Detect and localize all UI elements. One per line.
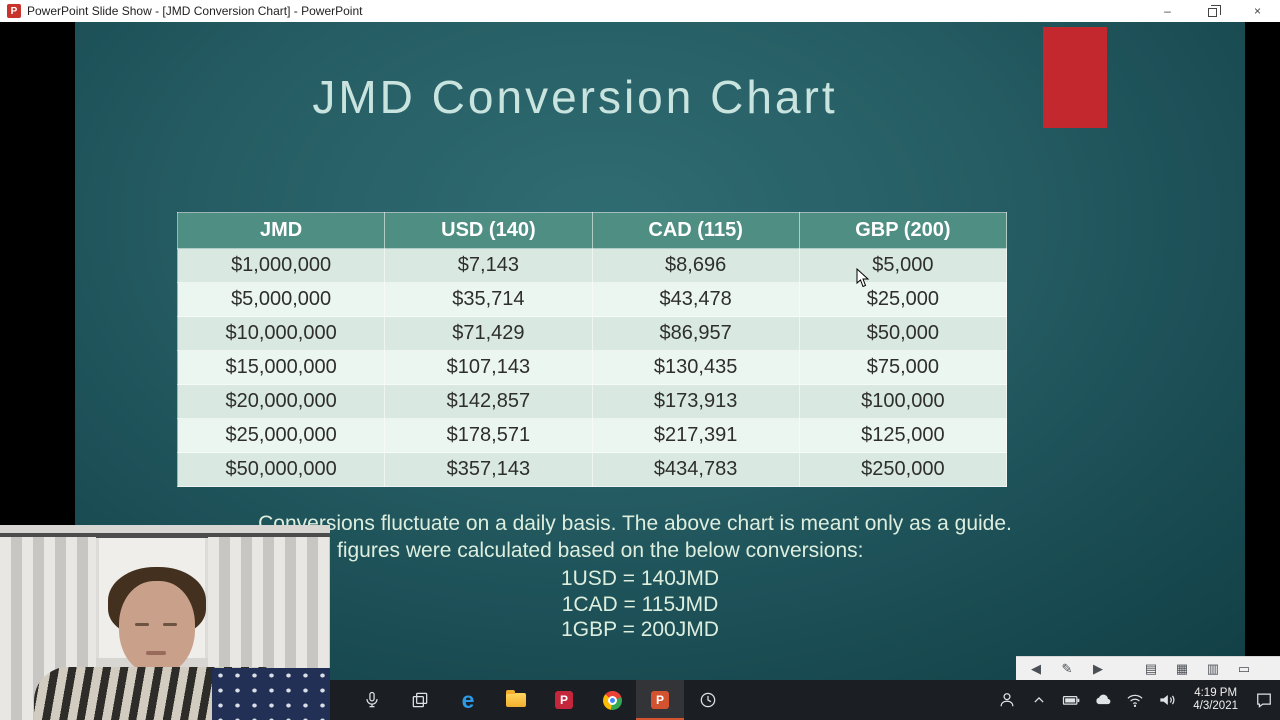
table-row: $15,000,000 $107,143 $130,435 $75,000 <box>176 350 1008 385</box>
table-cell: $5,000,000 <box>176 282 386 317</box>
table-row: $5,000,000 $35,714 $43,478 $25,000 <box>176 282 1008 317</box>
table-cell: $15,000,000 <box>176 350 386 385</box>
table-row: $25,000,000 $178,571 $217,391 $125,000 <box>176 418 1008 453</box>
table-cell: $1,000,000 <box>176 248 386 283</box>
table-cell: $10,000,000 <box>176 316 386 351</box>
table-header-cell: CAD (115) <box>591 212 800 249</box>
table-header-cell: JMD <box>176 212 386 249</box>
table-cell: $178,571 <box>384 418 593 453</box>
restore-icon <box>1208 4 1221 17</box>
powerpoint-pinned-icon[interactable]: P <box>540 680 588 720</box>
table-cell: $5,000 <box>798 248 1008 283</box>
table-cell: $8,696 <box>591 248 800 283</box>
conversion-line: 1USD = 140JMD <box>560 567 720 590</box>
table-cell: $217,391 <box>591 418 800 453</box>
curtain-rod <box>0 533 330 538</box>
notes-line1: Conversions fluctuate on a daily basis. … <box>258 512 1012 535</box>
battery-icon[interactable] <box>1055 680 1087 720</box>
table-cell: $434,783 <box>591 452 800 487</box>
volume-icon[interactable] <box>1151 680 1183 720</box>
slide[interactable]: JMD Conversion Chart JMD USD (140) CAD (11… <box>75 22 1245 680</box>
presenter-face <box>119 581 195 675</box>
taskbar-time: 4:19 PM <box>1194 687 1238 699</box>
see-all-slides-icon[interactable]: ▦ <box>1175 660 1189 676</box>
conversion-line: 1GBP = 200JMD <box>561 618 719 641</box>
slideshow-controls: ◀ ✎ ▶ ▤ ▦ ▥ ▭ <box>1016 656 1280 680</box>
webcam-overlay <box>0 525 330 720</box>
table-cell: $50,000 <box>798 316 1008 351</box>
presenter-eye <box>163 623 177 626</box>
chrome-logo <box>602 690 622 710</box>
powerpoint-active-icon[interactable]: P <box>636 680 684 720</box>
pen-icon[interactable]: ✎ <box>1061 660 1073 676</box>
taskbar-clock[interactable]: 4:19 PM 4/3/2021 <box>1183 687 1248 713</box>
table-body: $1,000,000 $7,143 $8,696 $5,000 $5,000,000 $3… <box>176 248 1008 487</box>
notes-line2: figures were calculated based on the bel… <box>337 539 864 562</box>
slideshow-area: JMD Conversion Chart JMD USD (140) CAD (11… <box>0 22 1280 680</box>
table-cell: $25,000,000 <box>176 418 386 453</box>
system-tray: 4:19 PM 4/3/2021 <box>991 680 1280 720</box>
table-cell: $25,000 <box>798 282 1008 317</box>
table-cell: $100,000 <box>798 384 1008 419</box>
task-view-icon[interactable] <box>396 680 444 720</box>
zoom-icon[interactable]: ▥ <box>1206 660 1220 676</box>
table-header-cell: GBP (200) <box>798 212 1008 249</box>
window-title: PowerPoint Slide Show - [JMD Conversion … <box>27 4 363 18</box>
alarms-clock-app-icon[interactable] <box>684 680 732 720</box>
tray-chevron-up-icon[interactable] <box>1023 680 1055 720</box>
table-cell: $125,000 <box>798 418 1008 453</box>
next-slide-icon[interactable]: ▶ <box>1093 660 1103 676</box>
table-cell: $71,429 <box>384 316 593 351</box>
presenter-eye <box>135 623 149 626</box>
previous-slide-icon[interactable]: ◀ <box>1031 660 1041 676</box>
notes-icon[interactable]: ▤ <box>1144 660 1158 676</box>
red-accent-bar <box>1043 27 1107 128</box>
table-cell: $43,478 <box>591 282 800 317</box>
conversion-table: JMD USD (140) CAD (115) GBP (200) $1,000,00… <box>176 212 1008 487</box>
table-cell: $50,000,000 <box>176 452 386 487</box>
table-cell: $20,000,000 <box>176 384 386 419</box>
taskbar-date: 4/3/2021 <box>1193 700 1238 712</box>
table-row: $1,000,000 $7,143 $8,696 $5,000 <box>176 248 1008 283</box>
table-row: $20,000,000 $142,857 $173,913 $100,000 <box>176 384 1008 419</box>
onedrive-cloud-icon[interactable] <box>1087 680 1119 720</box>
microphone-icon[interactable] <box>348 680 396 720</box>
minimize-button[interactable]: – <box>1164 4 1171 18</box>
table-cell: $86,957 <box>591 316 800 351</box>
close-button[interactable]: × <box>1253 4 1261 18</box>
table-cell: $35,714 <box>384 282 593 317</box>
conversion-line: 1CAD = 115JMD <box>561 592 719 616</box>
table-row: $50,000,000 $357,143 $434,783 $250,000 <box>176 452 1008 487</box>
display-settings-icon[interactable]: ▭ <box>1237 660 1251 676</box>
powerpoint-app-icon: P <box>7 4 21 18</box>
table-cell: $142,857 <box>384 384 593 419</box>
table-row: $10,000,000 $71,429 $86,957 $50,000 <box>176 316 1008 351</box>
table-cell: $357,143 <box>384 452 593 487</box>
table-cell: $130,435 <box>591 350 800 385</box>
wifi-icon[interactable] <box>1119 680 1151 720</box>
table-header-row: JMD USD (140) CAD (115) GBP (200) <box>176 212 1008 249</box>
conversion-lines: 1USD = 140JMD 1CAD = 115JMD 1GBP = 200JMD <box>75 566 1205 643</box>
table-cell: $107,143 <box>384 350 593 385</box>
presenter-mouth <box>146 651 166 655</box>
file-explorer-icon[interactable] <box>492 680 540 720</box>
people-icon[interactable] <box>991 680 1023 720</box>
table-cell: $7,143 <box>384 248 593 283</box>
slide-title: JMD Conversion Chart <box>312 71 838 123</box>
chrome-browser-icon[interactable] <box>588 680 636 720</box>
patterned-cushion <box>212 668 330 720</box>
window-titlebar: P PowerPoint Slide Show - [JMD Conversio… <box>0 0 1280 22</box>
table-cell: $173,913 <box>591 384 800 419</box>
mouse-cursor <box>856 267 870 293</box>
folder-icon <box>506 690 526 707</box>
table-header-cell: USD (140) <box>384 212 593 249</box>
table-cell: $250,000 <box>798 452 1008 487</box>
restore-button[interactable] <box>1190 0 1235 22</box>
action-center-icon[interactable] <box>1248 680 1280 720</box>
table-cell: $75,000 <box>798 350 1008 385</box>
edge-browser-icon[interactable]: e <box>461 687 475 713</box>
